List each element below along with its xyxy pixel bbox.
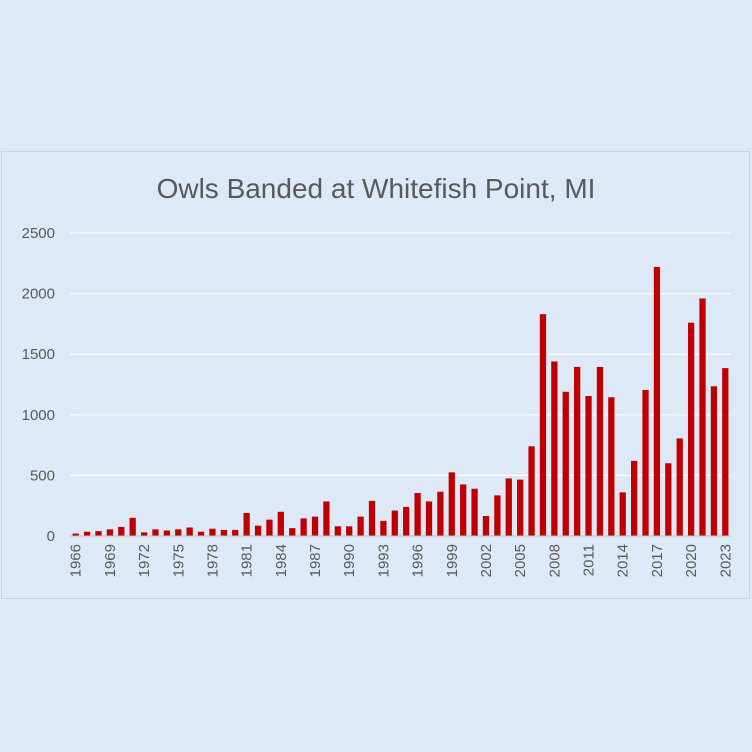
bar-1978: [209, 528, 216, 536]
bar-2018: [665, 463, 672, 536]
bar-2004: [505, 478, 512, 536]
bar-1997: [425, 501, 433, 536]
x-tick-label: 1969: [102, 544, 119, 577]
x-tick-label: 1975: [170, 544, 187, 577]
bar-2007: [539, 314, 547, 536]
x-tick-label: 1978: [204, 544, 221, 577]
bar-1988: [323, 501, 330, 536]
chart-container: Owls Banded at Whitefish Point, MI 0 500 1…: [1, 151, 750, 599]
bar-2022: [710, 386, 718, 536]
bar-1992: [368, 500, 376, 536]
x-tick-label: 1987: [307, 544, 324, 577]
bar-1972: [140, 532, 148, 536]
bar-1967: [83, 531, 91, 536]
x-tick-label: 1993: [375, 544, 392, 577]
x-tick-label: 2011: [581, 544, 598, 576]
bar-1970: [118, 526, 125, 536]
bar-1969: [106, 529, 114, 536]
gridlines: [70, 232, 731, 476]
bar-2014: [619, 492, 626, 536]
x-tick-label: 2017: [649, 544, 666, 577]
bar-1985: [289, 528, 296, 536]
bars: [72, 266, 729, 536]
bar-1995: [403, 506, 410, 536]
bar-2015: [630, 460, 638, 536]
bar-2010: [574, 366, 581, 536]
bar-2017: [653, 266, 661, 536]
x-tick-label: 1990: [341, 544, 358, 577]
bar-1998: [437, 491, 444, 536]
bar-2020: [687, 322, 695, 536]
x-tick-label: 2002: [478, 544, 495, 577]
y-tick-label: 0: [47, 528, 55, 545]
bar-1986: [300, 518, 307, 536]
x-tick-label: 1984: [273, 544, 290, 577]
bar-1991: [357, 516, 364, 536]
bar-2002: [482, 516, 490, 536]
y-tick-label: 1500: [22, 346, 55, 363]
bar-2009: [562, 391, 569, 536]
bar-1977: [197, 531, 205, 536]
bar-2012: [596, 366, 604, 536]
y-tick-label: 1000: [22, 407, 55, 424]
bar-1973: [152, 529, 159, 536]
bar-1989: [334, 526, 341, 536]
bar-1999: [448, 472, 455, 536]
bar-1990: [346, 526, 353, 536]
bar-1975: [175, 529, 182, 536]
bar-1987: [311, 516, 319, 536]
bar-1974: [163, 530, 171, 536]
chart-title: Owls Banded at Whitefish Point, MI: [157, 173, 596, 204]
y-axis-tick-labels: 0 500 1000 1500 2000 2500: [22, 225, 55, 545]
bar-chart: Owls Banded at Whitefish Point, MI 0 500 1…: [22, 173, 735, 577]
bar-1966: [72, 533, 79, 536]
x-tick-label: 1966: [68, 544, 85, 577]
x-tick-label: 2008: [546, 544, 563, 577]
bar-1994: [391, 510, 398, 536]
bar-2003: [494, 495, 501, 536]
bar-2016: [642, 389, 649, 536]
y-tick-label: 2000: [22, 286, 55, 303]
bar-2011: [585, 396, 592, 536]
x-tick-label: 1972: [136, 544, 153, 577]
bar-1996: [414, 492, 421, 536]
x-axis-tick-labels: 1966 1969 1972 1975 1978 1981 1984 1987 1990 1993…: [68, 544, 735, 577]
x-tick-label: 2005: [512, 544, 529, 577]
bar-1984: [277, 511, 284, 536]
bar-2021: [699, 298, 706, 536]
bar-1982: [254, 525, 262, 536]
x-tick-label: 1981: [239, 544, 256, 577]
bar-2006: [528, 446, 535, 536]
bar-1993: [380, 520, 387, 536]
bar-1981: [243, 512, 250, 536]
x-tick-label: 2014: [615, 544, 632, 577]
bar-1983: [266, 519, 273, 536]
bar-1976: [186, 527, 193, 536]
bar-1971: [129, 517, 136, 536]
bar-2005: [517, 479, 524, 536]
bar-2000: [460, 484, 467, 536]
x-tick-label: 1999: [444, 544, 461, 577]
bar-2001: [471, 488, 478, 536]
x-tick-label: 2020: [683, 544, 700, 577]
bar-2013: [608, 397, 615, 536]
y-tick-label: 2500: [22, 225, 55, 242]
bar-2008: [551, 361, 558, 536]
bar-1979: [220, 529, 227, 536]
bar-2019: [676, 438, 683, 536]
y-tick-label: 500: [30, 467, 55, 484]
x-tick-label: 2023: [717, 544, 734, 577]
bar-2023: [722, 368, 729, 536]
bar-1980: [232, 529, 239, 536]
bar-1968: [95, 531, 102, 536]
x-tick-label: 1996: [410, 544, 427, 577]
